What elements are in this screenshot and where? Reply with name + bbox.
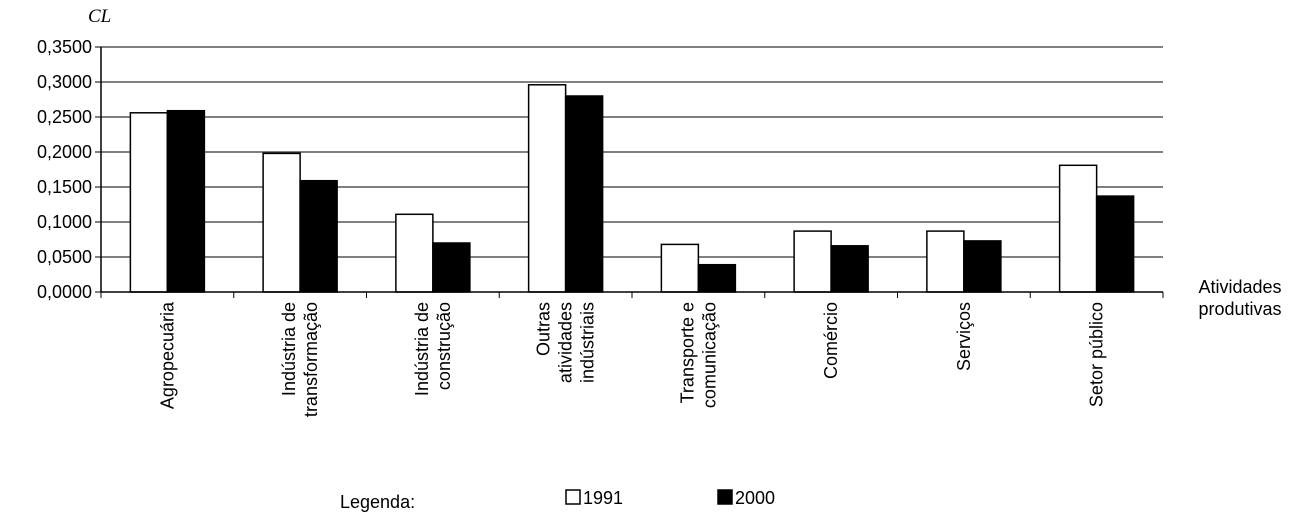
- bar-2000: [299, 179, 338, 293]
- legend-title: Legenda:: [340, 492, 415, 512]
- category-label-line: atividades: [556, 302, 576, 383]
- y-tick-label: 0,1000: [37, 212, 92, 232]
- x-axis-label-line: produtivas: [1198, 299, 1281, 319]
- y-tick-label: 0,3000: [37, 72, 92, 92]
- category-label: Transporte e comunicação: [677, 302, 719, 408]
- y-tick-label: 0,1500: [37, 177, 92, 197]
- y-tick-label: 0,2500: [37, 107, 92, 127]
- category-label-line: Agropecuária: [157, 301, 177, 409]
- bar-2000: [697, 263, 737, 293]
- legend-swatch-1991: [565, 489, 581, 505]
- category-label: Comércio: [821, 302, 841, 379]
- category-label-line: Indústria de: [412, 302, 432, 396]
- bar-2000: [1095, 195, 1135, 293]
- bar-1991: [262, 152, 301, 293]
- legend-label-2000: 2000: [735, 488, 775, 508]
- y-tick-label: 0,2000: [37, 142, 92, 162]
- x-axis-label: Atividades produtivas: [1198, 277, 1281, 319]
- category-label-line: Comércio: [821, 302, 841, 379]
- bar-1991: [926, 230, 965, 293]
- y-tick-label: 0,0500: [37, 247, 92, 267]
- category-label: Setor público: [1087, 302, 1107, 407]
- axes: [95, 46, 1164, 298]
- bar-1991: [660, 243, 700, 293]
- bar-2000: [830, 245, 869, 293]
- category-label: Agropecuária: [157, 301, 177, 409]
- category-label-line: indústriais: [578, 302, 598, 383]
- category-label-line: comunicação: [699, 302, 719, 408]
- category-label-line: Outras: [534, 302, 554, 356]
- gridlines: [101, 46, 1163, 258]
- category-label: Indústria de transformação: [279, 302, 321, 417]
- bar-1991: [395, 213, 434, 293]
- legend: Legenda: 1991 2000: [340, 488, 775, 512]
- category-label: Indústria de construção: [412, 302, 454, 396]
- bar-2000: [564, 95, 604, 293]
- category-label-line: transformação: [301, 302, 321, 417]
- category-label-line: construção: [434, 302, 454, 390]
- y-tick-labels: 0,0000 0,0500 0,1000 0,1500 0,2000 0,2500 0,30…: [37, 37, 92, 302]
- bar-1991: [527, 84, 567, 293]
- y-axis-label: CL: [88, 6, 111, 27]
- y-tick-label: 0,3500: [37, 37, 92, 57]
- bar-1991: [129, 112, 169, 293]
- category-label-line: Setor público: [1087, 302, 1107, 407]
- bars: [129, 84, 1135, 293]
- category-label: Outras atividades indústriais: [534, 302, 598, 383]
- legend-swatch-2000: [717, 489, 733, 505]
- bar-1991: [1058, 164, 1098, 293]
- legend-label-1991: 1991: [583, 488, 623, 508]
- y-tick-label: 0,0000: [37, 282, 92, 302]
- bar-2000: [166, 109, 206, 293]
- x-axis-label-line: Atividades: [1198, 277, 1281, 297]
- category-label: Serviços: [954, 302, 974, 371]
- bar-2000: [963, 240, 1002, 293]
- category-label-line: Indústria de: [279, 302, 299, 396]
- bar-2000: [432, 242, 471, 293]
- bar-1991: [793, 230, 832, 293]
- category-labels: Agropecuária Indústria de transformação Ind…: [157, 301, 1106, 417]
- category-label-line: Serviços: [954, 302, 974, 371]
- category-label-line: Transporte e: [677, 302, 697, 403]
